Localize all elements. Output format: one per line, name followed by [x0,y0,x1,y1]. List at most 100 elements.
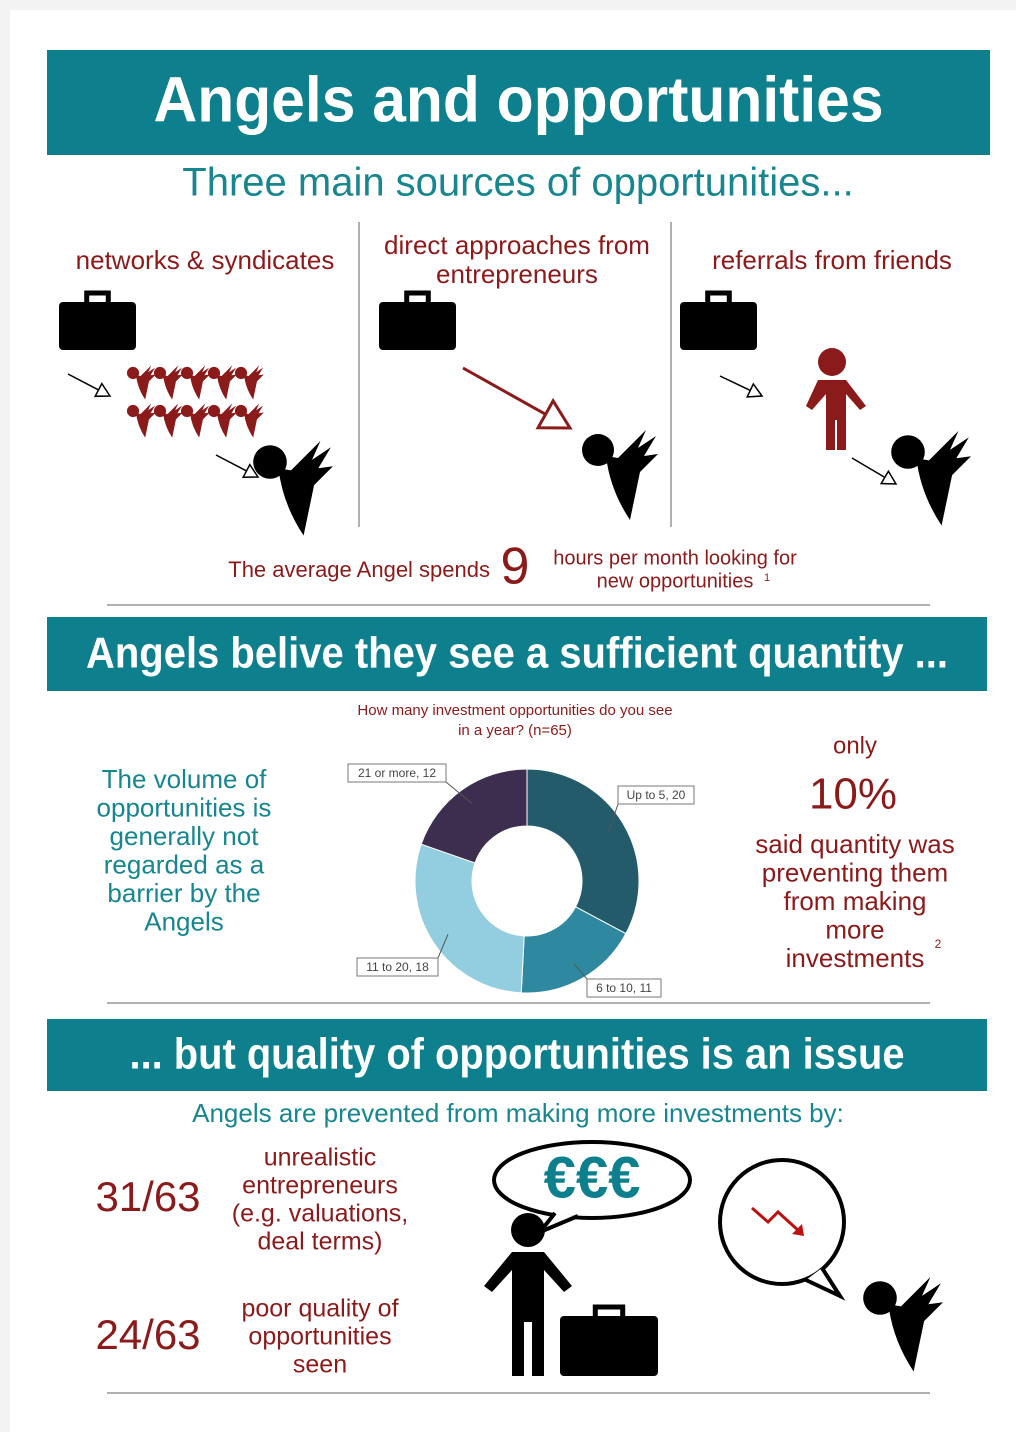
briefcase [680,302,757,350]
angel-head [126,404,140,418]
stat-number: 9 [501,538,530,596]
arrow-head [745,382,764,398]
data-label: 6 to 10, 11 [596,981,652,995]
angel-body [217,365,237,400]
stat-prefix: The average Angel spends [228,557,490,582]
briefcase-handle [404,290,431,302]
angel-body [163,365,183,400]
quantity-text: opportunities is [97,792,272,822]
reason-text: unrealistic [264,1144,377,1172]
banner [47,617,987,691]
quantity-right-text: said quantity was [755,829,954,859]
quantity-text: Angels [144,906,224,936]
source-label: entrepreneurs [436,259,598,289]
only-label: only [833,732,877,759]
fraction: 31/63 [95,1173,200,1220]
fraction: 24/63 [95,1311,200,1358]
callout-box [356,957,439,977]
angel-body [136,403,156,438]
arrow-shaft [215,454,247,472]
arrow-shaft [462,366,547,416]
donut-segment [420,768,528,864]
angel-head [582,434,614,466]
arrow-shaft [719,375,751,392]
arrow-head [535,397,573,430]
chart-title: in a year? (n=65) [458,722,572,739]
currency: €€€ [544,1145,641,1210]
angel-body [163,403,183,438]
quantity-right-text: investments [786,943,925,973]
quantity-text: barrier by the [107,878,260,908]
angel-head [180,404,194,418]
briefcase-handle [705,290,732,302]
angel-head [253,445,287,479]
arrow-shaft [851,457,886,479]
person-body [484,1252,572,1376]
callout-box [617,785,695,805]
angel-body [190,365,210,400]
angel-body [916,431,971,526]
data-label: 11 to 20, 18 [366,960,429,974]
footnote: 2 [935,937,942,951]
arrow-head [879,469,898,485]
arrow-head [93,382,112,398]
briefcase [560,1316,658,1376]
briefcase [59,302,136,350]
callout-leader [608,803,619,833]
callout-box [347,763,447,783]
angel-head [207,404,221,418]
quantity-right-text: preventing them [762,857,948,887]
footnote: 1 [764,572,770,584]
banner [47,1019,987,1091]
angel-head [234,404,248,418]
angel-body [190,403,210,438]
quantity-text: The volume of [102,764,268,794]
person-head [818,348,846,376]
arrow-shaft [67,373,99,391]
briefcase [379,302,456,350]
briefcase-handle [84,290,111,302]
angel-head [180,366,194,380]
briefcase-handle [592,1304,626,1316]
angel-body [136,365,156,400]
quantity-right-text: more [825,914,884,944]
reason-text: (e.g. valuations, [232,1200,409,1228]
subtitle: Three main sources of opportunities... [182,161,853,205]
angel-head [207,366,221,380]
arrow-head [241,463,260,479]
callout-box [586,978,662,998]
source-label: direct approaches from [384,230,650,260]
reason-text: poor quality of [241,1295,398,1323]
angel-body [217,403,237,438]
data-label: Up to 5, 20 [627,788,686,802]
angel-head [234,366,248,380]
donut-segment [526,768,640,935]
speech-bubble [492,1140,692,1220]
reason-text: seen [293,1351,347,1379]
chart-title: How many investment opportunities do you… [357,702,672,719]
quantity-text: generally not [110,821,260,851]
callout-leader [445,781,473,804]
source-label: networks & syndicates [76,245,335,275]
angel-head [153,404,167,418]
quantity-text: regarded as a [104,849,265,879]
percent: 10% [809,770,897,819]
down-trend [751,1206,802,1234]
banner [47,50,990,155]
banner-heading: Angels and opportunities [154,63,884,135]
angel-head [153,366,167,380]
donut-segment [414,843,525,994]
reason-text: deal terms) [257,1228,382,1256]
angel-body [888,1277,943,1372]
angel-body [278,441,333,536]
stat-suffix: new opportunities [597,570,754,592]
banner-heading: ... but quality of opportunities is an i… [130,1030,905,1079]
angel-body [244,403,264,438]
stat-suffix: hours per month looking for [553,547,797,569]
angel-body [606,430,658,520]
callout-leader [437,933,449,959]
reason-text: entrepreneurs [242,1172,398,1200]
reason-text: opportunities [248,1323,391,1351]
angel-head [863,1281,897,1315]
